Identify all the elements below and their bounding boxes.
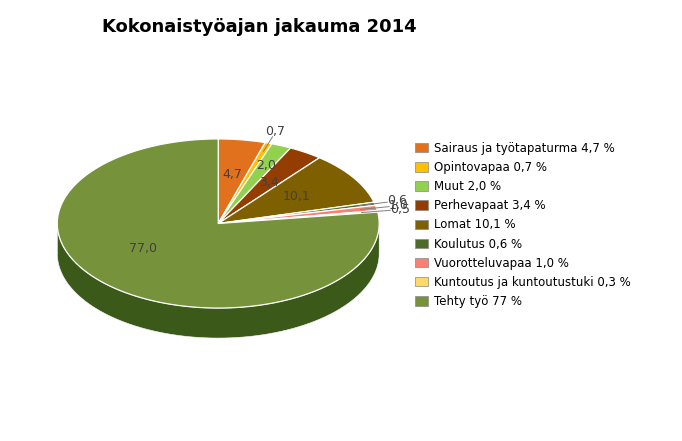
Text: 10,1: 10,1 [283, 191, 310, 203]
Legend: Sairaus ja työtapaturma 4,7 %, Opintovapaa 0,7 %, Muut 2,0 %, Perhevapaat 3,4 %,: Sairaus ja työtapaturma 4,7 %, Opintovap… [415, 142, 631, 308]
Text: 77,0: 77,0 [129, 242, 158, 254]
Polygon shape [218, 202, 375, 224]
Text: 1,0: 1,0 [389, 199, 409, 212]
Text: 0,6: 0,6 [387, 194, 406, 207]
Polygon shape [57, 139, 379, 308]
Polygon shape [57, 221, 379, 338]
Text: Kokonaistyöajan jakauma 2014: Kokonaistyöajan jakauma 2014 [102, 18, 417, 36]
Text: 3,4: 3,4 [259, 176, 279, 189]
Text: 2,0: 2,0 [256, 159, 276, 172]
Polygon shape [218, 205, 377, 224]
Polygon shape [218, 210, 378, 224]
Polygon shape [218, 148, 319, 224]
Text: 0,5: 0,5 [390, 203, 410, 216]
Polygon shape [218, 142, 272, 224]
Text: 4,7: 4,7 [222, 168, 242, 182]
Polygon shape [218, 158, 374, 224]
Polygon shape [218, 144, 291, 224]
Polygon shape [218, 139, 265, 224]
Text: 0,7: 0,7 [265, 125, 286, 138]
